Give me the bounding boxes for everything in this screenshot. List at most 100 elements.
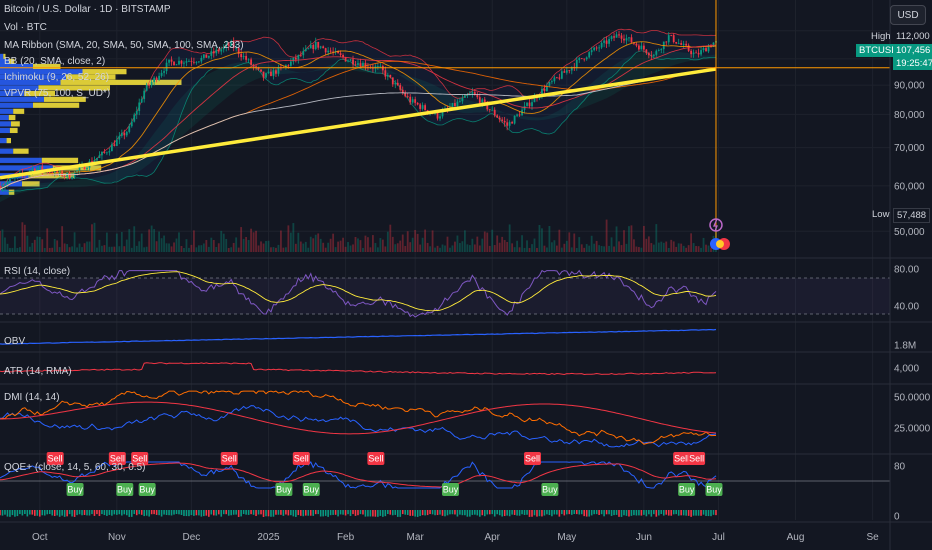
vpvr-up-bar	[0, 85, 39, 91]
qqe-histogram-bar	[690, 510, 692, 517]
time-axis[interactable]: Oct Nov Dec 2025 Feb Mar Apr May Jun Jul Aug Se	[32, 532, 879, 543]
candle-body	[317, 41, 320, 48]
qqe-histogram-bar	[193, 510, 195, 516]
dmi-title[interactable]: DMI (14, 14)	[4, 392, 60, 403]
candle-body	[705, 48, 707, 52]
indicator-ma-ribbon[interactable]: MA Ribbon (SMA, 20, SMA, 50, SMA, 100, S…	[4, 40, 244, 51]
qqe-pane	[0, 461, 890, 517]
candle-body	[692, 52, 695, 55]
qqe-histogram-bar	[270, 510, 272, 517]
qqe-histogram-bar	[672, 510, 675, 515]
qqe-histogram-bar	[265, 510, 267, 517]
qqe-histogram-bar	[516, 510, 518, 516]
qqe-histogram-bar	[237, 510, 240, 517]
time-tick-label: Feb	[337, 532, 355, 543]
volume-bar	[173, 242, 175, 252]
high-value: 112,000	[893, 30, 932, 43]
volume-bar	[394, 244, 397, 252]
qqe-title[interactable]: QQE+ (close, 14, 5, 60, 30, 0.5)	[4, 462, 146, 473]
candle-body	[193, 61, 195, 63]
candle-countdown: 19:25:47	[893, 57, 932, 70]
candle-body	[513, 115, 516, 124]
volume-bar	[270, 247, 272, 252]
volume-bar	[36, 236, 39, 252]
volume-bar	[309, 236, 312, 252]
candle-body	[103, 151, 106, 153]
volume-bar	[466, 244, 469, 252]
volume-bar	[590, 235, 593, 252]
volume-bar	[265, 240, 267, 252]
qqe-histogram-bar	[257, 510, 260, 515]
atr-title[interactable]: ATR (14, RMA)	[4, 366, 72, 377]
high-label: High	[871, 31, 891, 42]
volume-bar	[690, 233, 693, 252]
qqe-histogram-bar	[419, 510, 421, 517]
candle-body	[113, 144, 116, 146]
volume-bar	[322, 242, 325, 252]
indicator-vpvr[interactable]: VPVR (75, 100, S_UD*)	[4, 88, 111, 99]
obv-title[interactable]: OBV	[4, 336, 26, 347]
volume-bar	[369, 247, 372, 252]
qqe-histogram-bar	[76, 510, 78, 516]
volume-bar	[419, 244, 422, 252]
rsi-title[interactable]: RSI (14, close)	[4, 266, 71, 277]
qqe-histogram-bar	[459, 510, 461, 515]
qqe-histogram-bar	[498, 510, 501, 516]
volume-bar	[33, 239, 36, 252]
volume-bar	[692, 243, 695, 252]
volume-bar	[454, 241, 456, 252]
volume-legend[interactable]: Vol · BTC	[4, 22, 47, 33]
volume-bar	[697, 246, 700, 252]
qqe-histogram-bar	[590, 510, 593, 516]
qqe-histogram-bar	[267, 510, 270, 517]
qqe-signals: Sell Buy Sell Buy Sell Buy Sell Buy Sell Buy Sell B…	[46, 452, 723, 496]
qqe-histogram-bar	[374, 510, 377, 517]
candle-body	[518, 114, 521, 116]
qqe-histogram-bar	[302, 510, 305, 517]
volume-bar	[91, 224, 93, 252]
price-axis[interactable]: 100,00090,00080,00070,00060,00050,00080.…	[894, 54, 931, 522]
qqe-histogram-bar	[198, 510, 200, 516]
candle-body	[652, 54, 655, 56]
volume-bar	[389, 224, 392, 252]
qqe-histogram-bar	[620, 510, 623, 517]
volume-bar	[123, 246, 126, 252]
volume-bar	[347, 242, 349, 252]
qqe-histogram-bar	[643, 510, 645, 515]
candle-body	[541, 88, 543, 96]
event-icons[interactable]	[709, 218, 730, 250]
candle-body	[503, 120, 506, 123]
candle-body	[205, 54, 208, 58]
qqe-slow-line	[0, 462, 717, 488]
qqe-histogram-bar	[531, 510, 533, 517]
qqe-histogram-bar	[553, 510, 556, 515]
candle-body	[130, 121, 133, 127]
volume-bar	[362, 247, 364, 252]
qqe-tick-label: 0	[894, 512, 900, 523]
qqe-histogram-bar	[638, 510, 640, 516]
volume-bar	[662, 242, 665, 252]
volume-bar	[700, 247, 702, 252]
volume-bar	[421, 237, 424, 252]
qqe-histogram-bar	[83, 510, 86, 516]
buy-signal-label: Buy	[67, 485, 83, 495]
volume-bar	[43, 247, 46, 252]
volume-bar	[344, 246, 347, 252]
candle-body	[309, 45, 312, 49]
indicator-bb[interactable]: BB (20, SMA, close, 2)	[4, 56, 106, 67]
qqe-histogram-bar	[334, 510, 337, 515]
volume-bar	[101, 245, 103, 252]
candle-body	[6, 181, 9, 185]
qqe-histogram-bar	[11, 510, 14, 516]
candle-body	[379, 65, 382, 67]
qqe-histogram-bar	[618, 510, 620, 517]
indicator-ichimoku[interactable]: Ichimoku (9, 26, 52, 26)	[4, 72, 110, 83]
qqe-histogram-bar	[212, 510, 215, 516]
vpvr-down-bar	[33, 63, 61, 70]
qqe-histogram-bar	[227, 510, 230, 516]
candle-body	[580, 58, 583, 59]
currency-button[interactable]: USD	[890, 5, 926, 25]
ticker-badge: BTCUSD	[856, 44, 902, 57]
candle-body	[511, 122, 514, 124]
